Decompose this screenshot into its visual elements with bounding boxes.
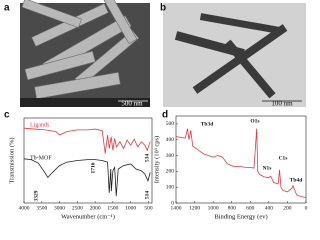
plot-frame xyxy=(175,115,307,204)
plot-frame xyxy=(23,117,153,204)
x-tick-label: 400 xyxy=(265,205,274,211)
spectrum-line xyxy=(23,127,151,154)
x-tick-label: 1000 xyxy=(208,205,219,211)
panel-label: a xyxy=(4,3,10,14)
x-tick-label: 800 xyxy=(228,205,237,211)
x-tick-label: 1500 xyxy=(107,205,118,211)
x-tick-label: 0 xyxy=(305,205,308,211)
scale-bar-label: 500 nm xyxy=(121,100,143,108)
x-tick-label: 1000 xyxy=(125,205,136,211)
y-axis-label: Transmission (%) xyxy=(8,137,15,183)
panel-label: c xyxy=(4,110,10,121)
peak-label: 3329 xyxy=(33,190,39,201)
y-tick-label: 300 xyxy=(166,153,175,159)
panel-label: b xyxy=(160,3,166,14)
y-tick-label: 500 xyxy=(166,121,175,127)
scale-bar-label: 100 nm xyxy=(271,100,293,108)
y-tick-label: 200 xyxy=(166,169,175,175)
legend-label: Tb-MOF xyxy=(30,155,52,161)
x-tick-label: 3000 xyxy=(54,205,65,211)
x-axis-label: Binding Energy (ev) xyxy=(214,213,267,220)
x-tick-label: 600 xyxy=(246,205,255,211)
peak-label: 514 xyxy=(144,191,150,200)
spectrum-line xyxy=(175,128,307,198)
spectrum-line xyxy=(23,158,151,197)
peak-label: 1716 xyxy=(90,162,96,173)
y-tick-label: 0 xyxy=(171,200,174,206)
x-axis-label: Wavenumber (cm⁻¹) xyxy=(61,213,115,220)
panel-label: d xyxy=(162,110,168,121)
x-tick-label: 2500 xyxy=(72,205,83,211)
x-tick-label: 500 xyxy=(144,205,153,211)
x-tick-label: 3500 xyxy=(36,205,47,211)
legend-label: Ligands xyxy=(30,122,50,128)
peak-label: Tb4d xyxy=(290,177,303,183)
x-tick-label: 1200 xyxy=(189,205,200,211)
x-tick-label: 2000 xyxy=(90,205,101,211)
x-tick-label: 1400 xyxy=(171,205,182,211)
y-axis-label: Intensity (10³ cps) xyxy=(153,136,160,183)
sem-image xyxy=(20,0,150,107)
x-tick-label: 200 xyxy=(283,205,292,211)
tem-image xyxy=(163,3,306,107)
peak-label: C1s xyxy=(279,155,288,161)
peak-label: 534 xyxy=(144,154,150,163)
x-tick-label: 4000 xyxy=(19,205,30,211)
peak-label: Tb3d xyxy=(201,121,214,127)
y-tick-label: 400 xyxy=(166,137,175,143)
y-tick-label: 100 xyxy=(166,184,175,190)
peak-label: N1s xyxy=(263,165,272,171)
peak-label: O1s xyxy=(250,118,259,124)
